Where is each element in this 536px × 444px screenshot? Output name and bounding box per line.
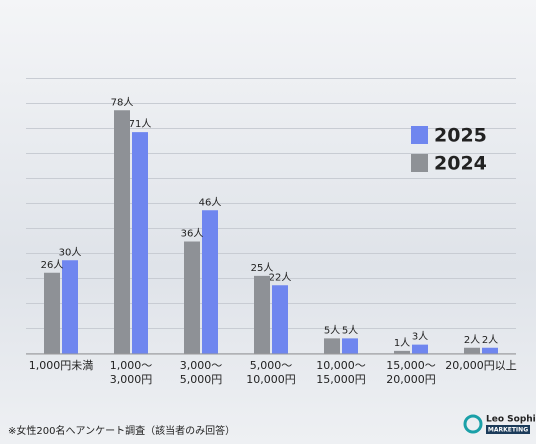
value-label: 5人	[324, 324, 340, 336]
value-label: 30人	[59, 246, 82, 258]
x-tick-label-line: 20,000円	[386, 373, 436, 386]
value-label: 2人	[482, 334, 498, 346]
x-tick-label: 3,000～ 5,000円	[180, 359, 223, 386]
x-tick-label-line: 5,000円	[180, 373, 223, 386]
x-tick-label: 1,000円未満	[29, 359, 94, 372]
value-label: 26人	[41, 259, 64, 271]
value-label: 25人	[251, 262, 274, 274]
bar	[184, 241, 200, 354]
bar	[254, 275, 270, 354]
bar	[114, 110, 130, 354]
x-tick-label: 1,000～ 3,000円	[110, 359, 153, 386]
x-tick-label-line: 3,000円	[110, 373, 153, 386]
value-label: 71人	[129, 118, 152, 130]
logo-icon	[463, 414, 483, 434]
bar	[482, 347, 498, 354]
value-label: 46人	[199, 196, 222, 208]
x-tick-label: 20,000円以上	[445, 359, 517, 372]
x-tick-label: 10,000～ 15,000円	[316, 359, 366, 386]
brand-tag-bg	[486, 425, 530, 434]
value-label: 36人	[181, 228, 204, 240]
bar	[272, 285, 288, 354]
x-tick-label-line: 1,000円未満	[29, 359, 94, 372]
x-tick-label-line: 20,000円以上	[445, 359, 517, 372]
bar	[62, 260, 78, 354]
x-tick-label-line: 10,000円	[246, 373, 296, 386]
legend-label: 2025	[434, 125, 487, 147]
value-label: 78人	[111, 96, 134, 108]
x-tick-label: 5,000～ 10,000円	[246, 359, 296, 386]
legend-swatch	[411, 154, 428, 172]
x-tick-label-line: 1,000～	[110, 359, 153, 372]
value-label: 3人	[412, 331, 428, 343]
value-label: 5人	[342, 324, 358, 336]
x-tick-label-line: 3,000～	[180, 359, 223, 372]
x-tick-label-line: 5,000～	[250, 359, 293, 372]
bar	[132, 132, 148, 354]
bar	[464, 347, 480, 354]
legend-label: 2024	[434, 153, 487, 175]
value-label: 22人	[269, 271, 292, 283]
brand-tag: MARKETING	[488, 427, 528, 434]
bar	[394, 350, 410, 354]
value-label: 1人	[394, 337, 410, 349]
brand-name: Leo Sophia	[486, 415, 536, 425]
value-label: 2人	[464, 334, 480, 346]
bar	[44, 272, 60, 354]
bar	[324, 338, 340, 354]
x-tick-label-line: 10,000～	[316, 359, 366, 372]
x-tick-label-line: 15,000円	[316, 373, 366, 386]
x-tick-label-line: 15,000～	[386, 359, 436, 372]
legend-swatch	[411, 126, 428, 144]
footnote: ※女性200名へアンケート調査（該当者のみ回答）	[8, 424, 235, 437]
bar	[342, 338, 358, 354]
bar	[202, 210, 218, 354]
x-tick-label: 15,000～ 20,000円	[386, 359, 436, 386]
bar	[412, 344, 428, 354]
